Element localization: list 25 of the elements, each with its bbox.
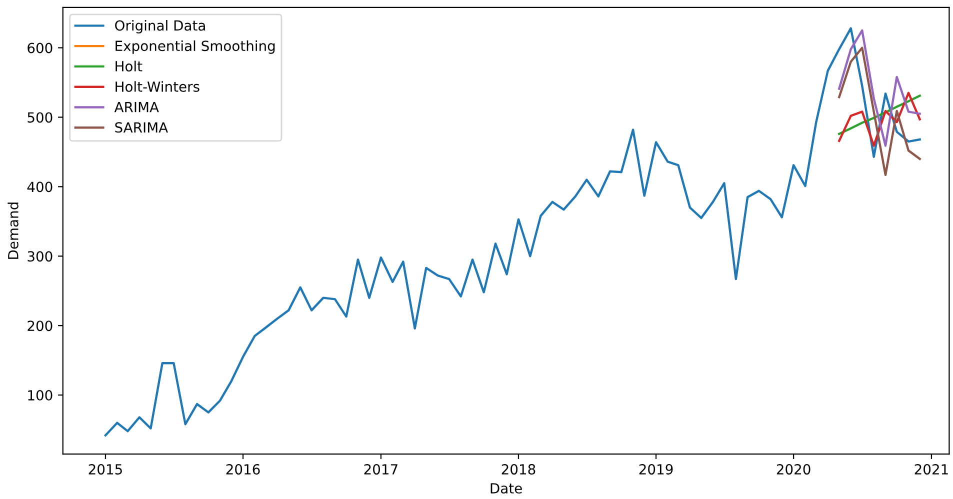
y-tick-label: 400 [27, 182, 52, 192]
legend-label: SARIMA [115, 122, 168, 133]
x-tick-label: 2020 [776, 464, 810, 475]
y-tick-label: 500 [28, 112, 52, 123]
y-axis-title: Demand [8, 202, 18, 259]
legend-label: ARIMA [114, 102, 159, 112]
legend-label: Holt [116, 60, 142, 72]
x-tick-label: 2016 [226, 464, 260, 475]
x-tick-label: 2019 [639, 464, 673, 475]
y-tick-label: 300 [28, 251, 52, 262]
y-tick-label: 100 [28, 390, 52, 401]
y-tick-label: 200 [28, 320, 52, 332]
x-axis-title: Date [490, 483, 522, 494]
x-tick-label: 2015 [88, 464, 122, 475]
legend-label: Original Data [115, 20, 205, 34]
line-series [838, 46, 921, 176]
legend-label: Exponential Smoothing [116, 40, 275, 54]
line-series [838, 92, 921, 147]
y-tick-label: 600 [28, 42, 52, 54]
line-series [838, 94, 921, 136]
legend-label: Holt-Winters [116, 81, 200, 92]
x-tick-label: 2017 [364, 464, 398, 475]
line-series [838, 29, 921, 147]
x-tick-label: 2021 [914, 464, 948, 475]
x-tick-label: 2018 [502, 464, 536, 475]
